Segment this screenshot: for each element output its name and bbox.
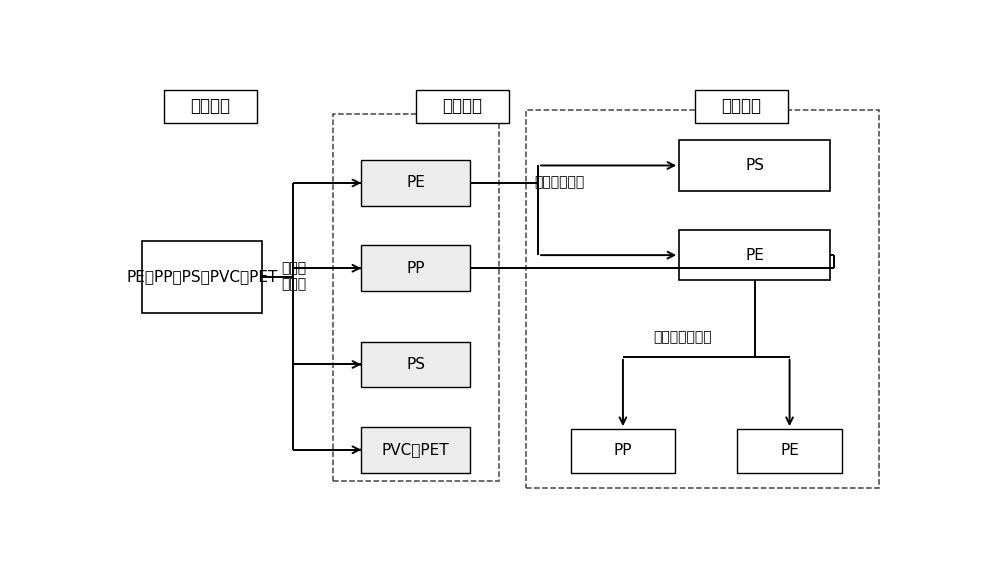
Text: 二次分类: 二次分类 — [721, 98, 761, 115]
Bar — [361, 245, 470, 291]
Bar — [679, 230, 830, 280]
Text: 光谱角
度制图: 光谱角 度制图 — [281, 261, 307, 291]
Bar — [361, 160, 470, 206]
Text: PS: PS — [745, 158, 764, 173]
Bar — [164, 90, 257, 123]
Bar — [361, 427, 470, 473]
Bar — [142, 241, 262, 313]
Bar — [679, 140, 830, 191]
Text: 波峰检测算法: 波峰检测算法 — [534, 175, 584, 189]
Text: PE: PE — [406, 176, 425, 190]
Text: 支持向量机方法: 支持向量机方法 — [654, 330, 712, 344]
Bar — [695, 90, 788, 123]
Text: PP: PP — [406, 261, 425, 275]
Bar — [526, 110, 879, 488]
Text: PE: PE — [780, 444, 799, 458]
Bar — [737, 429, 842, 473]
Text: PVC、PET: PVC、PET — [382, 442, 449, 457]
Text: PS: PS — [406, 357, 425, 372]
Text: PE、PP、PS、PVC、PET: PE、PP、PS、PVC、PET — [126, 269, 278, 285]
Text: 样本数据: 样本数据 — [190, 98, 230, 115]
Bar — [361, 341, 470, 387]
Text: 首次分类: 首次分类 — [442, 98, 482, 115]
Text: PE: PE — [745, 248, 764, 262]
Bar — [416, 90, 509, 123]
Text: PP: PP — [614, 444, 632, 458]
Bar — [333, 114, 499, 482]
Bar — [571, 429, 675, 473]
